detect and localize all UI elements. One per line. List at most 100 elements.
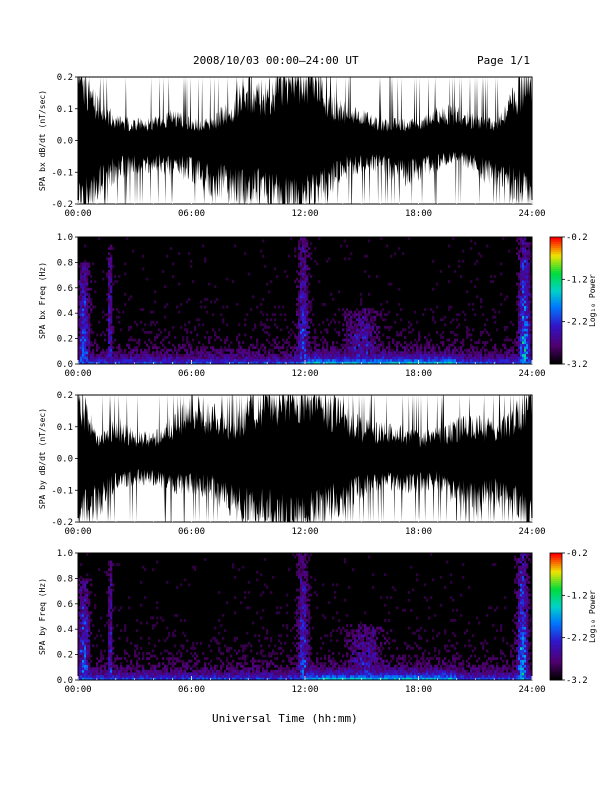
colorbar-step — [550, 347, 562, 350]
colorbar-step — [550, 300, 562, 304]
x-tick-label: 00:00 — [64, 527, 91, 537]
colorbar-step — [550, 565, 562, 569]
colorbar-step — [550, 302, 562, 306]
x-tick-label: 18:00 — [405, 527, 432, 537]
colorbar-step — [550, 275, 562, 278]
colorbar-step — [550, 563, 562, 567]
colorbar-step — [550, 669, 562, 672]
x-tick-label: 06:00 — [178, 685, 205, 695]
colorbar-step — [550, 599, 562, 603]
colorbar-step — [550, 311, 562, 314]
colorbar-step — [550, 239, 562, 242]
colorbar-step — [550, 334, 562, 337]
colorbar-step — [550, 618, 562, 622]
waveform-upper-envelope — [78, 77, 532, 132]
colorbar-step — [550, 595, 562, 598]
colorbar-step — [550, 576, 562, 579]
colorbar-step — [550, 608, 562, 611]
colorbar-step — [550, 578, 562, 581]
colorbar-step — [550, 663, 562, 666]
colorbar-step — [550, 567, 562, 571]
colorbar-step — [550, 245, 562, 248]
waveform-group — [78, 395, 532, 522]
colorbar-step — [550, 648, 562, 651]
colorbar-step — [550, 270, 562, 274]
x-tick-label: 06:00 — [178, 369, 205, 379]
colorbar-step — [550, 658, 562, 662]
colorbar-step — [550, 612, 562, 615]
colorbar-frame — [549, 552, 563, 681]
colorbar-tick-label: -1.2 — [566, 591, 588, 601]
colorbar-step — [550, 251, 562, 255]
colorbar-step — [550, 667, 562, 670]
colorbar-step — [550, 597, 562, 600]
colorbar-step — [550, 637, 562, 641]
panel-4: -3.2 -2.2 -1.2 -0.2 Log₁₀ Power 00:00 06:00 12:… — [38, 549, 597, 695]
colorbar-tick-label: -3.2 — [566, 360, 588, 370]
colorbar-step — [550, 277, 562, 280]
colorbar-step — [550, 319, 562, 323]
y-tick-label: 0.1 — [57, 423, 73, 433]
colorbar-step — [550, 315, 562, 318]
colorbar-step — [550, 342, 562, 346]
colorbar-step — [550, 610, 562, 613]
colorbar-step — [550, 281, 562, 284]
y-tick-label: 0.1 — [57, 105, 73, 115]
colorbar-step — [550, 338, 562, 342]
y-tick-label: 0.0 — [57, 360, 73, 370]
y-tick-label: 0.2 — [57, 73, 73, 83]
colorbar-step — [550, 294, 562, 297]
x-tick-label: 00:00 — [64, 685, 91, 695]
colorbar-step — [550, 283, 562, 287]
colorbar-step — [550, 351, 562, 354]
colorbar-step — [550, 321, 562, 325]
x-tick-label: 12:00 — [291, 685, 318, 695]
x-tick-label: 06:00 — [178, 209, 205, 219]
colorbar-step — [550, 256, 562, 259]
colorbar-step — [550, 673, 562, 677]
spectrogram-cells — [78, 553, 533, 681]
x-tick-label: 12:00 — [291, 527, 318, 537]
colorbar-step — [550, 268, 562, 272]
colorbar-step — [550, 561, 562, 564]
colorbar-step — [550, 308, 562, 312]
colorbar-step — [550, 243, 562, 246]
colorbar-step — [550, 675, 562, 679]
y-axis-label: SPA by Freq (Hz) — [38, 578, 47, 655]
colorbar-step — [550, 258, 562, 261]
colorbar-step — [550, 671, 562, 675]
panel-1: 00:00 06:00 12:00 18:00 24:00 -0.2 -0.1 0.0 0.1 0… — [38, 73, 546, 219]
colorbar-step — [550, 317, 562, 320]
colorbar-step — [550, 296, 562, 299]
y-tick-label: 1.0 — [57, 233, 73, 243]
colorbar-step — [550, 298, 562, 301]
colorbar-step — [550, 559, 562, 562]
colorbar-step — [550, 287, 562, 291]
y-tick-label: 0.0 — [57, 676, 73, 686]
spectrogram-cells — [78, 237, 533, 365]
colorbar-frame — [549, 236, 563, 365]
y-tick-label: 0.8 — [57, 258, 73, 268]
colorbar-step — [550, 336, 562, 339]
colorbar-step — [550, 355, 562, 359]
colorbar-step — [550, 285, 562, 289]
colorbar-step — [550, 289, 562, 293]
colorbar-step — [550, 304, 562, 308]
x-tick-label: 12:00 — [291, 209, 318, 219]
colorbar: -3.2 -2.2 -1.2 -0.2 Log₁₀ Power — [549, 233, 597, 370]
colorbar-step — [550, 601, 562, 605]
colorbar-step — [550, 555, 562, 558]
colorbar-step — [550, 654, 562, 658]
y-tick-label: 0.2 — [57, 335, 73, 345]
colorbar: -3.2 -2.2 -1.2 -0.2 Log₁₀ Power — [549, 549, 597, 686]
y-tick-label: 0.2 — [57, 651, 73, 661]
colorbar-step — [550, 644, 562, 647]
panel-2: -3.2 -2.2 -1.2 -0.2 Log₁₀ Power 00:00 06:00 12:… — [38, 233, 597, 379]
x-tick-label: 06:00 — [178, 527, 205, 537]
y-tick-label: 0.2 — [57, 391, 73, 401]
colorbar-step — [550, 650, 562, 653]
y-tick-label: -0.1 — [51, 486, 73, 496]
colorbar-step — [550, 622, 562, 626]
x-axis-title: Universal Time (hh:mm) — [212, 712, 358, 725]
